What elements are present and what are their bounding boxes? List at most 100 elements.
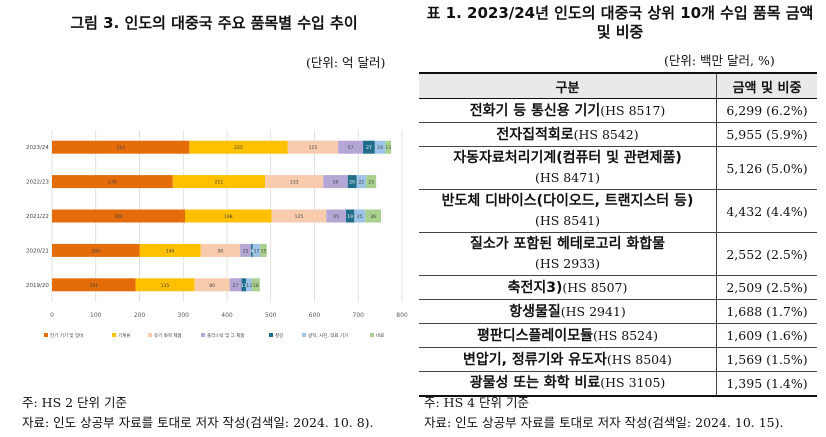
legend-label: 기계류 <box>118 332 130 339</box>
bar-segment <box>251 278 260 292</box>
data-label: 90 <box>218 248 224 254</box>
data-label: 133 <box>290 180 299 186</box>
figure-source: 자료: 인도 상공부 자료를 토대로 저자 작성(검색일: 2024. 10. … <box>22 415 374 430</box>
amount-share-cell: 1,569 (1.5%) <box>716 347 817 372</box>
figure-unit: (단위: 억 달러) <box>306 55 386 70</box>
data-label: 23 <box>368 180 374 186</box>
data-label: 211 <box>215 180 224 186</box>
import-items-table: 구분 금액 및 비중 전화기 등 통신용 기기(HS 8517) 6,299 (6… <box>419 72 817 397</box>
table-row: 축전지3)(HS 8507) 2,509 (2.5%) <box>419 275 817 300</box>
data-label: 225 <box>234 145 243 151</box>
bar-segment <box>52 278 136 292</box>
item-name: 질소가 포함된 헤테로고리 화합물 <box>470 235 665 252</box>
amount-share-cell: 1,609 (1.6%) <box>716 323 817 348</box>
item-name: 전자집적회로 <box>496 126 574 143</box>
table-title: 표 1. 2023/24년 인도의 대중국 상위 10개 수입 품목 금액 및 … <box>426 4 814 41</box>
item-name: 평판디스플레이모듈 <box>477 327 593 344</box>
header-category: 구분 <box>419 72 717 99</box>
figure-note: 주: HS 2 단위 기준 <box>22 395 128 410</box>
table-body: 전화기 등 통신용 기기(HS 8517) 6,299 (6.2%) 전자집적회로(… <box>419 98 817 396</box>
data-label: 135 <box>161 283 170 289</box>
data-label: 140 <box>166 248 175 254</box>
bar-segment <box>260 243 267 257</box>
bar-segment <box>52 209 185 223</box>
data-label: 20 <box>349 180 355 186</box>
bar-segment <box>172 175 266 189</box>
amount-share-cell: 5,955 (5.9%) <box>716 122 817 147</box>
data-label: 198 <box>224 214 233 220</box>
data-label: 15 <box>261 248 267 254</box>
amount-share-cell: 6,299 (6.2%) <box>716 98 817 123</box>
bar-segment <box>356 175 367 189</box>
item-cell: 항생물질(HS 2941) <box>419 299 717 324</box>
chart-category-labels: 2023/24 2022/23 2021/22 2020/21 2019/20 <box>26 145 49 289</box>
x-tick-label: 200 <box>134 312 146 319</box>
category-label: 2022/23 <box>26 180 49 186</box>
bar-segment <box>241 278 247 292</box>
bar-segment <box>185 209 272 223</box>
data-label: 17 <box>254 248 260 254</box>
bar-segment <box>229 278 242 292</box>
bar-segment <box>346 209 355 223</box>
data-label: 18 <box>253 283 259 289</box>
legend-label: 철강 <box>275 332 283 339</box>
legend-label: 유기 화학 제품 <box>154 332 182 339</box>
bar-segment <box>52 140 190 154</box>
x-tick-label: 0 <box>50 312 54 319</box>
chart-legend: 전기 기기 및 장비 기계류 유기 화학 제품 플라스틱 및 그 제품 철강 광학, 사진… <box>44 332 384 339</box>
category-label: 2019/20 <box>26 283 49 289</box>
data-label: 13 <box>385 145 391 151</box>
data-label: 80 <box>209 283 215 289</box>
data-label: 314 <box>116 145 125 151</box>
bar-segment <box>347 175 357 189</box>
item-name: 전화기 등 통신용 기기 <box>469 102 601 119</box>
bar-segment <box>271 209 327 223</box>
bar-segment <box>326 209 346 223</box>
bar-segment <box>246 278 252 292</box>
table-row: 전자집적회로(HS 8542) 5,955 (5.9%) <box>419 122 817 147</box>
item-name: 항생물질 <box>509 303 561 320</box>
category-label: 2021/22 <box>26 214 49 220</box>
table-row: 변압기, 정류기와 유도자(HS 8504) 1,569 (1.5%) <box>419 347 817 372</box>
data-label: 45 <box>333 214 339 220</box>
item-hs-code: (HS 8517) <box>600 102 666 118</box>
item-cell: 전자집적회로(HS 8542) <box>419 122 717 147</box>
data-label: 24 <box>377 145 383 151</box>
item-hs-code: (HS 2933) <box>534 255 600 271</box>
item-cell: 전화기 등 통신용 기기(HS 8517) <box>419 98 717 123</box>
data-label: 115 <box>309 145 318 151</box>
amount-share-cell: 2,509 (2.5%) <box>716 275 817 300</box>
bar-segment <box>252 243 261 257</box>
item-name: 반도체 디바이스(다이오드, 트랜지스터 등) <box>441 192 694 209</box>
bar-segment <box>265 175 324 189</box>
data-label: 36 <box>370 214 376 220</box>
item-hs-code: (HS 8541) <box>534 212 600 228</box>
chart-x-tick-labels: 0 100 200 300 400 500 600 700 800 <box>50 312 408 319</box>
x-tick-label: 700 <box>353 312 365 319</box>
legend-label: 광학, 사진, 의료 기기 <box>308 332 348 339</box>
table-note: 주: HS 4 단위 기준 <box>424 395 530 410</box>
bar-segment <box>135 278 195 292</box>
table-row: 질소가 포함된 헤테로고리 화합물 (HS 2933) 2,552 (2.5%) <box>419 232 817 276</box>
figure-title: 그림 3. 인도의 대중국 주요 품목별 수입 추이 <box>70 14 358 32</box>
table-row: 반도체 디바이스(다이오드, 트랜지스터 등) (HS 8541) 4,432 (4… <box>419 189 817 233</box>
legend-swatch <box>148 333 152 337</box>
item-hs-code: (HS 8504) <box>606 351 672 367</box>
data-label: 27 <box>366 145 372 151</box>
amount-share-cell: 1,395 (1.4%) <box>716 371 817 396</box>
table-source: 자료: 인도 상공부 자료를 토대로 저자 작성(검색일: 2024. 10. … <box>424 415 784 430</box>
item-hs-code: (HS 8507) <box>562 279 628 295</box>
data-label: 56 <box>333 180 339 186</box>
bar-segment <box>251 243 253 257</box>
item-hs-code: (HS 8471) <box>534 169 600 185</box>
legend-swatch <box>269 333 273 337</box>
x-tick-label: 600 <box>309 312 321 319</box>
x-tick-label: 500 <box>265 312 277 319</box>
x-tick-label: 400 <box>221 312 233 319</box>
bar-segment <box>194 278 230 292</box>
bar-segment <box>139 243 201 257</box>
bar-segment <box>354 209 366 223</box>
bar-segment <box>365 209 381 223</box>
table-row: 항생물질(HS 2941) 1,688 (1.7%) <box>419 299 817 324</box>
